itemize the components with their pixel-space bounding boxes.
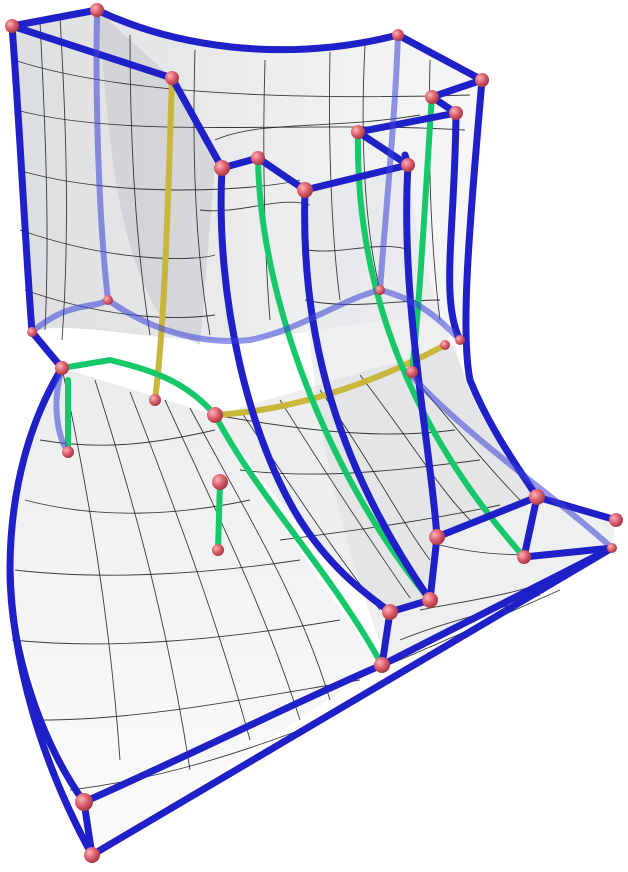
vertex-layer [5,3,623,863]
vertex [5,19,19,33]
blue-edges-back [29,7,615,551]
blue-edge-sweep-4 [462,76,541,501]
green-edge-6 [215,479,223,553]
vertex [440,340,450,350]
green-edge-3 [354,129,527,560]
blue-edge-top-curve [93,6,402,54]
blue-edge-box-drop [378,608,394,669]
yellow-edge-2 [212,342,448,418]
blue-edge-top-right [394,31,486,84]
vertex [449,106,463,120]
vertex [401,158,415,172]
vertex [212,544,224,556]
blue-edge-sweep-2 [301,186,434,604]
blue-edge-left-curve-back [6,566,96,859]
vertex [422,592,438,608]
blue-edge-bottom-long [88,544,616,859]
vertex [455,335,465,345]
blue-edge-box-mid [426,533,441,604]
vertex [62,446,74,458]
blue-edge-top-left [8,6,101,30]
vertex [392,29,404,41]
vertex [207,407,223,423]
middle-band-surface [215,345,537,612]
blue-edge-bottom-front [80,661,386,806]
vertex [609,513,623,527]
mesh-lines [11,17,613,791]
yellow-edge-1 [152,75,175,403]
vertex [84,847,100,863]
vertex [149,394,161,406]
vertex [375,285,385,295]
vertex [165,71,179,85]
blue-edge-step-3 [354,128,412,169]
vertex [406,366,418,378]
vertex [529,489,545,505]
green-edge-2 [255,155,433,603]
vertex [27,327,37,337]
vertex [351,125,365,139]
blue-edge-step-2 [354,109,460,136]
vertex [382,604,398,620]
vertex [90,3,104,17]
vertex [212,474,228,490]
vertex [425,90,439,104]
vertex [607,543,617,553]
vertex [103,295,113,305]
blue-edge-sweep-1 [217,164,394,616]
vertex [429,529,445,545]
vertex [214,160,230,176]
yellow-edges [152,75,448,418]
vertex [517,550,531,564]
vertex [475,73,489,87]
lower-sweep-surface [10,368,382,855]
blue-edges [6,6,620,859]
blue-edge-sweep-5 [446,109,464,344]
vertex [374,657,390,673]
vertex [251,151,265,165]
vertex [55,361,69,375]
vertex [297,182,313,198]
green-edge-1 [59,356,385,668]
inner-shaded-surface [97,10,215,345]
blue-edge-sweep-3 [403,161,441,541]
vertex [75,793,93,811]
blue-edge-left-vertical [8,22,66,372]
